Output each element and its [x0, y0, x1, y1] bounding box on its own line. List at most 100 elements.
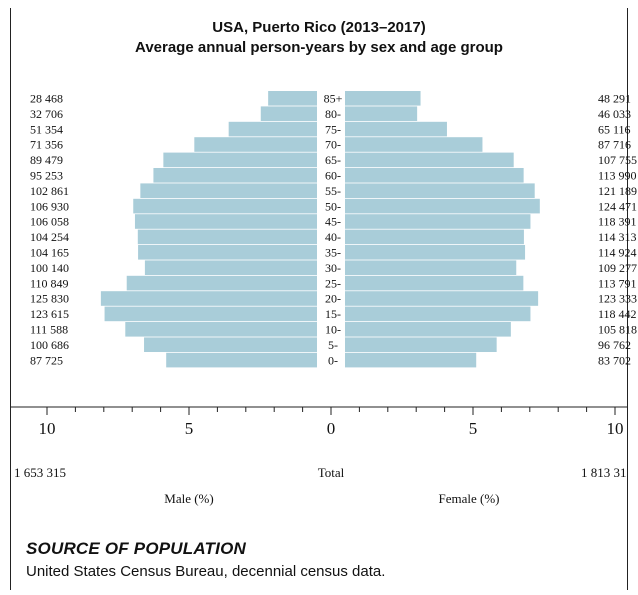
female-count-35-: 114 924	[598, 246, 637, 260]
age-label-25-: 25-	[325, 276, 341, 290]
age-label-60-: 60-	[325, 169, 341, 183]
female-bar-15-	[345, 306, 531, 322]
male-count-25-: 110 849	[30, 276, 69, 290]
age-label-55-: 55-	[325, 184, 341, 198]
age-label-15-: 15-	[325, 307, 341, 321]
male-bar-15-	[104, 306, 318, 322]
male-count-85+: 28 468	[30, 92, 63, 106]
female-bar-25-	[345, 275, 524, 291]
x-tick-label: 5	[185, 419, 194, 438]
female-bar-65-	[345, 152, 514, 168]
x-tick-label: 5	[469, 419, 478, 438]
female-bar-60-	[345, 168, 524, 183]
male-count-75-: 51 354	[30, 122, 63, 136]
female-count-80-: 46 033	[598, 107, 631, 121]
female-bar-55-	[345, 183, 535, 198]
female-axis-label: Female (%)	[438, 491, 499, 506]
male-total: 1 653 315	[14, 465, 66, 480]
female-count-5-: 96 762	[598, 338, 631, 352]
male-count-5-: 100 686	[30, 338, 69, 352]
male-bar-40-	[137, 229, 317, 245]
age-label-50-: 50-	[325, 199, 341, 213]
female-bar-50-	[345, 198, 540, 214]
male-axis-label: Male (%)	[164, 491, 213, 506]
male-bar-80-	[260, 106, 317, 121]
female-count-10-: 105 818	[598, 323, 637, 337]
male-count-35-: 104 165	[30, 246, 69, 260]
male-bar-20-	[100, 291, 317, 306]
age-label-75-: 75-	[325, 122, 341, 136]
male-bar-0-	[166, 352, 317, 368]
chart-subtitle: Average annual person-years by sex and a…	[135, 39, 503, 56]
female-count-55-: 121 189	[598, 184, 637, 198]
age-label-0-: 0-	[328, 353, 338, 367]
female-bar-35-	[345, 245, 526, 260]
age-label-30-: 30-	[325, 261, 341, 275]
male-count-80-: 32 706	[30, 107, 63, 121]
female-bar-30-	[345, 260, 517, 275]
x-tick-label: 0	[327, 419, 336, 438]
female-count-30-: 109 277	[598, 261, 637, 275]
male-bar-30-	[144, 260, 317, 275]
female-bar-45-	[345, 214, 531, 229]
male-count-30-: 100 140	[30, 261, 69, 275]
female-bar-40-	[345, 229, 524, 245]
female-count-15-: 118 442	[598, 307, 637, 321]
age-label-5-: 5-	[328, 338, 338, 352]
male-count-70-: 71 356	[30, 138, 63, 152]
male-count-65-: 89 479	[30, 153, 63, 167]
male-bar-45-	[134, 214, 317, 229]
source-heading: SOURCE OF POPULATION	[26, 539, 246, 558]
female-bar-70-	[345, 137, 483, 152]
male-count-60-: 95 253	[30, 169, 63, 183]
male-bar-50-	[133, 198, 317, 214]
female-count-75-: 65 116	[598, 122, 631, 136]
age-label-45-: 45-	[325, 215, 341, 229]
male-bar-85+	[268, 91, 317, 106]
male-count-40-: 104 254	[30, 230, 69, 244]
female-count-20-: 123 333	[598, 292, 637, 306]
female-total: 1 813 31	[581, 465, 627, 480]
female-bar-20-	[345, 291, 539, 306]
female-bar-10-	[345, 322, 511, 337]
age-label-70-: 70-	[325, 138, 341, 152]
female-count-65-: 107 755	[598, 153, 637, 167]
male-bar-70-	[194, 137, 317, 152]
male-count-45-: 106 058	[30, 215, 69, 229]
male-count-20-: 125 830	[30, 292, 69, 306]
age-label-80-: 80-	[325, 107, 341, 121]
female-count-85+: 48 291	[598, 92, 631, 106]
male-count-50-: 106 930	[30, 199, 69, 213]
female-count-25-: 113 791	[598, 276, 637, 290]
age-label-40-: 40-	[325, 230, 341, 244]
male-bar-5-	[144, 337, 317, 352]
male-bar-65-	[163, 152, 317, 168]
age-label-10-: 10-	[325, 323, 341, 337]
x-tick-label: 10	[39, 419, 56, 438]
female-count-45-: 118 391	[598, 215, 637, 229]
female-bar-0-	[345, 352, 477, 368]
male-bar-10-	[125, 322, 317, 337]
age-label-35-: 35-	[325, 246, 341, 260]
age-label-85+: 85+	[324, 92, 343, 106]
female-bar-80-	[345, 106, 418, 121]
male-count-10-: 111 588	[30, 323, 68, 337]
male-bar-75-	[228, 121, 317, 137]
chart-frame	[10, 8, 628, 590]
age-label-65-: 65-	[325, 153, 341, 167]
female-count-0-: 83 702	[598, 353, 631, 367]
female-bar-5-	[345, 337, 497, 352]
female-bar-85+	[345, 91, 421, 106]
male-bar-55-	[140, 183, 317, 198]
female-bar-75-	[345, 121, 447, 137]
source-text: United States Census Bureau, decennial c…	[26, 563, 386, 580]
male-count-15-: 123 615	[30, 307, 69, 321]
female-count-70-: 87 716	[598, 138, 631, 152]
female-count-60-: 113 990	[598, 169, 637, 183]
male-bar-25-	[126, 275, 317, 291]
male-count-0-: 87 725	[30, 353, 63, 367]
male-bar-35-	[138, 245, 317, 260]
age-label-20-: 20-	[325, 292, 341, 306]
chart-title: USA, Puerto Rico (2013–2017)	[212, 19, 426, 36]
